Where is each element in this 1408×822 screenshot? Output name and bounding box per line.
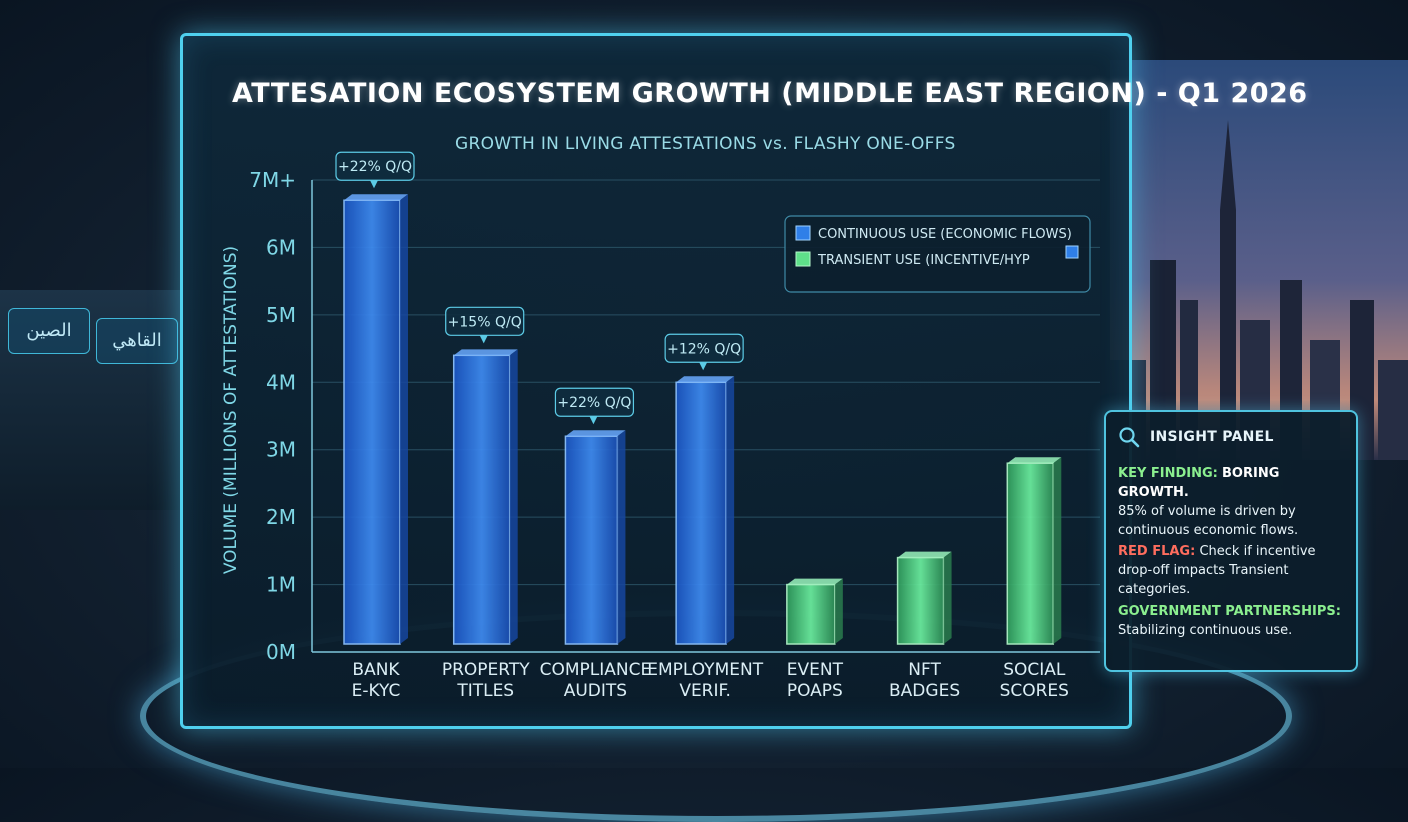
axes (311, 180, 1100, 653)
legend-swatch-transient (795, 251, 811, 267)
legend-label-continuous: CONTINUOUS USE (ECONOMIC FLOWS) (818, 227, 1072, 242)
bar-side-2 (617, 430, 626, 644)
legend-box (784, 215, 1091, 293)
bar-top-4 (786, 578, 843, 585)
bar-6 (1006, 462, 1055, 645)
annotation-pointer-1 (479, 335, 488, 344)
bar-5 (896, 556, 945, 645)
annotation-2: +22% Q/Q (554, 387, 635, 425)
insight-panel: INSIGHT PANEL KEY FINDING: BORING GROWTH… (1104, 410, 1358, 672)
government-partnerships-label: GOVERNMENT PARTNERSHIPS: (1118, 604, 1341, 619)
x-label-1-line2: TITLES (456, 681, 514, 701)
y-tick-label-5: 5M (266, 303, 296, 327)
annotation-text-3: +12% Q/Q (667, 341, 741, 357)
bar-group-3 (675, 376, 735, 645)
x-label-2-line1: COMPLIANCE (540, 660, 652, 680)
x-label-4-line2: POAPS (787, 681, 843, 701)
bar-top-6 (1007, 457, 1062, 464)
annotation-pointer-0 (370, 180, 378, 189)
bar-group-6 (1006, 457, 1062, 645)
legend-swatch-continuous-extra (1065, 245, 1079, 259)
magnifier-icon (1119, 427, 1140, 448)
y-tick-label-2: 2M (266, 505, 296, 529)
government-partnerships: GOVERNMENT PARTNERSHIPS: Stabilizing con… (1118, 602, 1350, 640)
key-finding-label: KEY FINDING: (1118, 466, 1218, 481)
x-label-6-line1: SOCIAL (1003, 660, 1066, 680)
x-label-3-line1: EMPLOYMENT (647, 660, 763, 680)
y-tick-label-1: 1M (266, 573, 296, 597)
x-label-6-line2: SCORES (1000, 681, 1069, 701)
bar-side-0 (400, 194, 408, 644)
chart-subtitle: GROWTH IN LIVING ATTESTATIONS vs. FLASHY… (455, 134, 956, 154)
x-label-1-line1: PROPERTY (442, 660, 530, 680)
key-finding: KEY FINDING: BORING GROWTH. 85% of volum… (1118, 464, 1350, 540)
legend-label-transient: TRANSIENT USE (INCENTIVE/HYP (817, 253, 1030, 268)
bar-side-4 (834, 578, 843, 644)
annotation-text-2: +22% Q/Q (557, 395, 631, 411)
red-flag-text: Check if incentive drop-off impacts Tran… (1118, 544, 1316, 597)
bar-2 (564, 435, 619, 645)
console-screen-left: الصين (8, 308, 90, 354)
bar-group-2 (564, 430, 626, 645)
bar-side-5 (943, 551, 952, 644)
bar-group-4 (786, 578, 843, 645)
x-label-3-line2: VERIF. (679, 681, 731, 701)
growth-annotations: +22% Q/Q +15% Q/Q +22% Q/Q +12% Q/Q (335, 151, 744, 425)
bar-top-0 (344, 194, 408, 201)
bar-1 (452, 354, 511, 645)
insight-title: INSIGHT PANEL (1150, 429, 1274, 445)
bar-4 (786, 583, 836, 645)
y-axis-label: VOLUME (MILLIONS OF ATTESTATIONS) (221, 246, 241, 574)
x-label-0-line1: BANK (352, 660, 400, 680)
bar-3 (675, 381, 727, 645)
annotation-3: +12% Q/Q (664, 333, 744, 371)
bar-top-5 (897, 551, 952, 558)
bar-0 (343, 199, 401, 645)
x-label-2-line2: AUDITS (564, 681, 627, 701)
annotation-1: +15% Q/Q (445, 306, 525, 344)
bar-top-1 (453, 349, 518, 356)
y-tick-label-4: 4M (266, 370, 296, 394)
y-tick-label-0: 0M (266, 640, 296, 664)
y-axis-ticks: 0M 1M 2M 3M 4M 5M 6M 7M+ (249, 168, 296, 664)
x-label-5-line1: NFT (908, 660, 941, 680)
x-label-5-line2: BADGES (889, 681, 960, 701)
bar-side-6 (1053, 457, 1062, 644)
x-label-4-line1: EVENT (787, 660, 844, 680)
bar-group-1 (452, 349, 518, 645)
legend: CONTINUOUS USE (ECONOMIC FLOWS) TRANSIEN… (784, 215, 1091, 293)
y-tick-label-6: 6M (266, 235, 296, 259)
annotation-pointer-2 (589, 416, 598, 425)
x-label-0-line2: E-KYC (352, 681, 401, 701)
bars (343, 194, 1062, 645)
insight-header: INSIGHT PANEL (1118, 426, 1274, 448)
red-flag: RED FLAG: Check if incentive drop-off im… (1118, 542, 1350, 599)
bar-side-1 (509, 349, 518, 644)
annotation-0: +22% Q/Q (335, 151, 415, 189)
annotation-pointer-3 (699, 362, 708, 371)
bar-side-3 (726, 376, 735, 644)
bar-top-2 (565, 430, 626, 437)
console-screen-right: القاهي (96, 318, 178, 364)
annotation-text-1: +15% Q/Q (448, 314, 522, 330)
side-console: الصين القاهي (0, 290, 200, 510)
annotation-text-0: +22% Q/Q (338, 159, 412, 175)
red-flag-label: RED FLAG: (1118, 544, 1196, 559)
key-finding-text: 85% of volume is driven by continuous ec… (1118, 504, 1299, 538)
bar-group-5 (896, 551, 952, 645)
chart-panel (180, 33, 1132, 729)
key-finding-value: BORING GROWTH. (1118, 466, 1280, 500)
government-partnerships-text: Stabilizing continuous use. (1118, 623, 1293, 638)
bar-top-3 (676, 376, 735, 383)
bar-chart: 0M 1M 2M 3M 4M 5M 6M 7M+ VOLUME (MILLIONS OF AT… (221, 151, 1100, 701)
legend-swatch-continuous (795, 225, 811, 241)
y-tick-label-7: 7M+ (249, 168, 296, 192)
bar-group-0 (343, 194, 408, 645)
y-tick-label-3: 3M (266, 438, 296, 462)
